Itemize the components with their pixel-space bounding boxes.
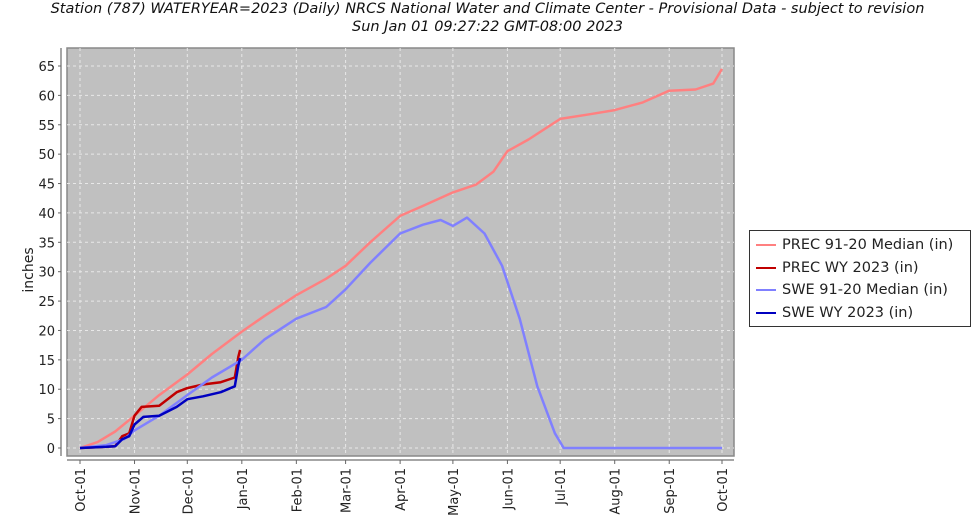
chart-title: Station (787) WATERYEAR=2023 (Daily) NRC… bbox=[50, 1, 925, 17]
svg-text:0: 0 bbox=[47, 442, 55, 457]
svg-text:5: 5 bbox=[47, 413, 55, 428]
series-lines bbox=[79, 68, 724, 450]
svg-text:45: 45 bbox=[38, 178, 55, 193]
svg-text:Apr-01: Apr-01 bbox=[394, 468, 409, 511]
svg-text:50: 50 bbox=[38, 148, 55, 163]
svg-text:Aug-01: Aug-01 bbox=[609, 468, 624, 515]
svg-text:30: 30 bbox=[38, 266, 55, 281]
svg-text:Jul-01: Jul-01 bbox=[554, 468, 569, 506]
svg-text:Dec-01: Dec-01 bbox=[181, 468, 196, 514]
legend-label: SWE 91-20 Median (in) bbox=[782, 282, 948, 299]
svg-text:10: 10 bbox=[38, 383, 55, 398]
svg-text:Sep-01: Sep-01 bbox=[663, 468, 678, 514]
svg-text:Jan-01: Jan-01 bbox=[236, 468, 251, 510]
svg-text:15: 15 bbox=[38, 354, 55, 369]
legend-item-swe-wy2023: SWE WY 2023 (in) bbox=[756, 302, 970, 325]
svg-text:Oct-01: Oct-01 bbox=[74, 468, 89, 512]
grid-lines bbox=[67, 48, 734, 456]
svg-text:Jun-01: Jun-01 bbox=[501, 468, 516, 511]
legend-swatch bbox=[756, 289, 776, 292]
svg-text:65: 65 bbox=[38, 60, 55, 75]
svg-text:Oct-01: Oct-01 bbox=[716, 468, 731, 512]
chart-legend: PREC 91-20 Median (in) PREC WY 2023 (in)… bbox=[749, 230, 971, 327]
svg-text:Mar-01: Mar-01 bbox=[340, 468, 355, 513]
svg-text:Nov-01: Nov-01 bbox=[129, 468, 144, 514]
legend-swatch bbox=[756, 266, 776, 269]
legend-label: SWE WY 2023 (in) bbox=[782, 304, 914, 321]
legend-item-prec-wy2023: PREC WY 2023 (in) bbox=[756, 257, 970, 280]
legend-item-prec-median: PREC 91-20 Median (in) bbox=[756, 234, 970, 257]
legend-label: PREC WY 2023 (in) bbox=[782, 259, 919, 276]
legend-label: PREC 91-20 Median (in) bbox=[782, 237, 954, 254]
svg-text:60: 60 bbox=[38, 89, 55, 104]
svg-text:Feb-01: Feb-01 bbox=[290, 468, 305, 512]
svg-text:40: 40 bbox=[38, 207, 55, 222]
svg-text:35: 35 bbox=[38, 236, 55, 251]
svg-text:25: 25 bbox=[38, 295, 55, 310]
svg-text:55: 55 bbox=[38, 119, 55, 134]
legend-swatch bbox=[756, 311, 776, 314]
y-axis: 0 5 10 15 20 25 30 35 40 45 50 55 60 65 bbox=[38, 48, 62, 457]
chart-subtitle: Sun Jan 01 09:27:22 GMT-08:00 2023 bbox=[351, 19, 623, 35]
legend-swatch bbox=[756, 244, 776, 247]
svg-text:May-01: May-01 bbox=[447, 468, 462, 516]
x-axis: Oct-01 Nov-01 Dec-01 Jan-01 Feb-01 Mar-01 Apr-… bbox=[67, 459, 734, 516]
svg-text:20: 20 bbox=[38, 324, 55, 339]
legend-item-swe-median: SWE 91-20 Median (in) bbox=[756, 279, 970, 302]
